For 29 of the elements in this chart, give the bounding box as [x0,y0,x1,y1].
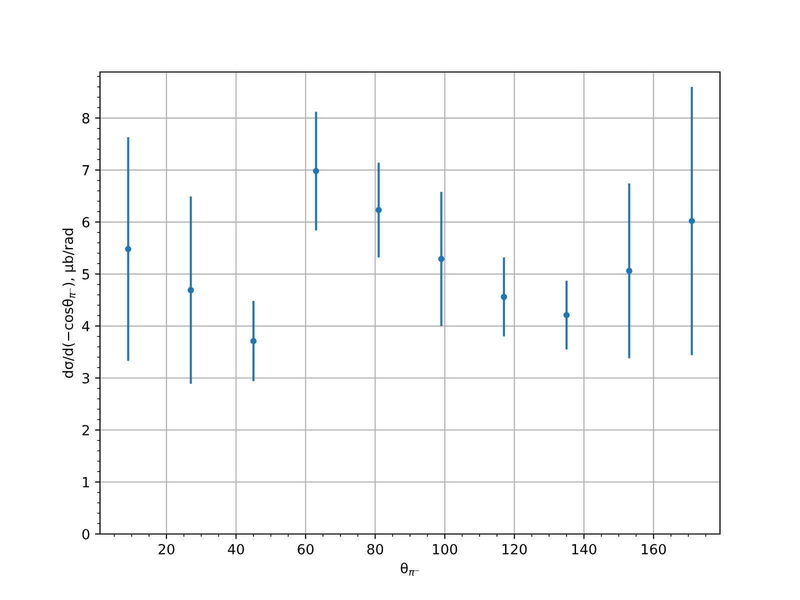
y-tick-label: 8 [82,112,90,124]
x-axis-title: θ$_{π⁻}$ [400,562,419,576]
y-tick-label: 3 [82,372,90,384]
y-tick-label: 7 [82,165,90,176]
x-tick-label: 100 [433,544,458,554]
y-tick-label: 1 [82,477,89,488]
point [563,312,570,318]
y-tick-label: 0 [82,528,90,540]
x-tick-label: 140 [572,544,596,554]
x-tick-label: 80 [367,544,384,554]
point [250,338,257,344]
x-tick-label: 160 [642,544,666,554]
point [312,168,320,174]
y-tick-label: 2 [82,424,89,436]
y-axis-title: dσ/d(−cosθ$_{π⁻}$), μb/rad [62,228,76,378]
point [438,256,444,262]
x-tick-label: 20 [158,544,174,554]
x-tick-label: 120 [502,544,527,554]
x-tick-label: 60 [298,544,314,554]
point [376,206,382,214]
x-tick-label: 40 [228,544,244,554]
y-tick-label: 4 [82,321,90,332]
point [500,294,508,300]
point [188,287,194,294]
y-tick-label: 5 [82,269,90,280]
point [125,246,132,252]
point [626,268,632,274]
y-tick-label: 6 [82,216,90,228]
point [688,218,695,224]
